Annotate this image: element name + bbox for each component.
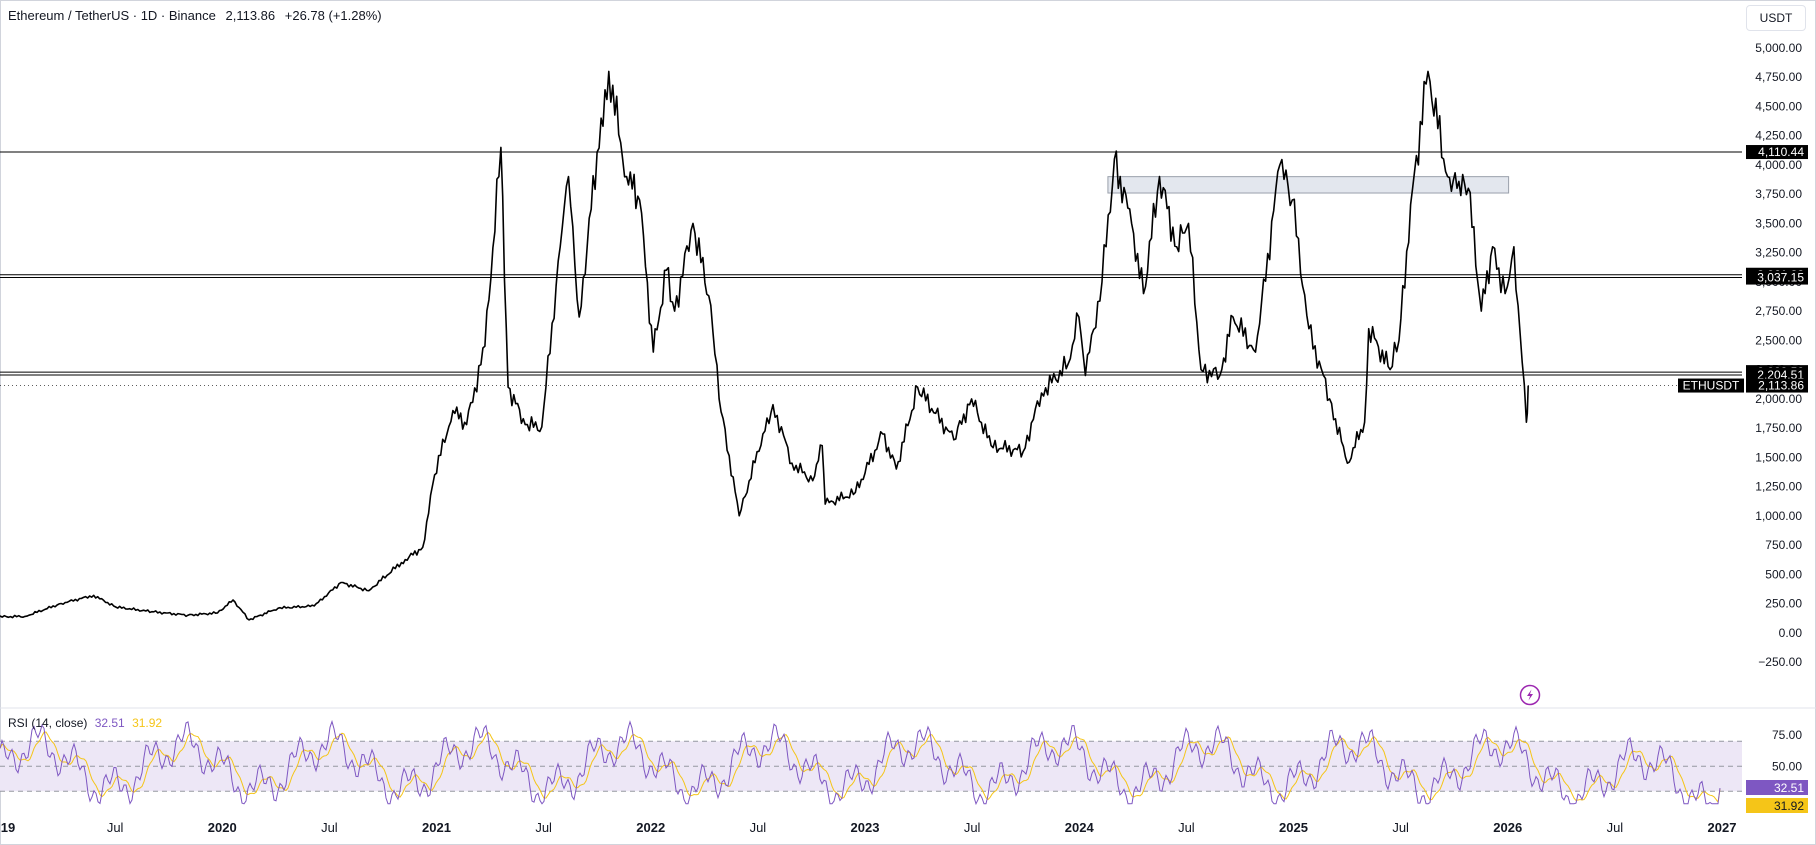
- time-axis-label: 2026: [1493, 820, 1522, 835]
- symbol-title[interactable]: Ethereum / TetherUS · 1D · Binance: [8, 8, 216, 23]
- time-axis-label: Jul: [535, 820, 552, 835]
- time-axis-label: Jul: [1178, 820, 1195, 835]
- y-tick-label: 1,750.00: [1755, 421, 1802, 435]
- time-axis-label: Jul: [964, 820, 981, 835]
- rsi-ma-tag-label: 31.92: [1774, 799, 1804, 813]
- y-tick-label: 1,500.00: [1755, 450, 1802, 464]
- y-tick-label: 4,750.00: [1755, 70, 1802, 84]
- level-price-label: 3,037.15: [1757, 271, 1804, 285]
- y-tick-label: 2,500.00: [1755, 333, 1802, 347]
- y-tick-label: 3,500.00: [1755, 216, 1802, 230]
- time-axis-label: Jul: [750, 820, 767, 835]
- time-axis-label: 2027: [1708, 820, 1737, 835]
- rsi-ma-value: 31.92: [132, 716, 163, 730]
- level-price-label: 2,204.51: [1757, 368, 1804, 382]
- time-axis-label: Jul: [1607, 820, 1624, 835]
- time-axis-label: 2025: [1279, 820, 1308, 835]
- chart-header: Ethereum / TetherUS · 1D · Binance 2,113…: [8, 8, 382, 23]
- time-axis-label: 2024: [1065, 820, 1095, 835]
- time-axis-label: 19: [1, 820, 15, 835]
- y-tick-label: 3,250.00: [1755, 246, 1802, 260]
- lightning-icon[interactable]: [1519, 684, 1541, 706]
- y-tick-label: 2,750.00: [1755, 304, 1802, 318]
- time-axis-label: 2020: [208, 820, 237, 835]
- price-series-line: [0, 70, 1529, 621]
- currency-button[interactable]: USDT: [1746, 5, 1806, 31]
- y-tick-label: −250.00: [1758, 655, 1802, 669]
- rsi-tick-label: 50.00: [1772, 759, 1802, 773]
- rsi-title: RSI (14, close): [8, 716, 88, 730]
- rsi-value-tag-label: 32.51: [1774, 781, 1804, 795]
- y-tick-label: 4,000.00: [1755, 158, 1802, 172]
- rsi-legend[interactable]: RSI (14, close) 32.51 31.92: [8, 716, 162, 730]
- level-price-label: 4,110.44: [1758, 145, 1804, 159]
- y-tick-label: 3,750.00: [1755, 187, 1802, 201]
- y-tick-label: 0.00: [1779, 626, 1803, 640]
- rsi-line: [0, 719, 1721, 806]
- header-price: 2,113.86: [225, 8, 276, 23]
- level-price-tag: [1746, 367, 1808, 382]
- time-axis-label: Jul: [321, 820, 338, 835]
- y-tick-label: 750.00: [1765, 538, 1802, 552]
- last-price-label: 2,113.86: [1758, 379, 1804, 393]
- time-axis-label: Jul: [1392, 820, 1409, 835]
- time-axis-label: 2023: [851, 820, 880, 835]
- y-tick-label: 5,000.00: [1755, 41, 1802, 55]
- y-tick-label: 1,250.00: [1755, 480, 1802, 494]
- y-tick-label: 1,000.00: [1755, 509, 1802, 523]
- resistance-zone: [1107, 176, 1510, 194]
- y-tick-label: 2,000.00: [1755, 392, 1802, 406]
- level-price-tag: [1746, 270, 1808, 285]
- symbol-tag: [1678, 378, 1744, 393]
- rsi-ma-line: [0, 731, 1721, 804]
- symbol-tag-label: ETHUSDT: [1683, 379, 1740, 393]
- time-axis-label: Jul: [107, 820, 124, 835]
- y-tick-label: 250.00: [1765, 597, 1802, 611]
- lightning-icon-bolt: [1527, 689, 1533, 701]
- y-tick-label: 4,250.00: [1755, 129, 1802, 143]
- rsi-value: 32.51: [94, 716, 125, 730]
- header-change: +26.78 (+1.28%): [284, 8, 382, 23]
- rsi-ma-tag: [1746, 798, 1808, 813]
- last-price-tag: [1746, 378, 1808, 393]
- level-price-tag: [1746, 145, 1808, 160]
- rsi-tick-label: 75.00: [1772, 728, 1802, 742]
- time-axis-label: 2022: [636, 820, 665, 835]
- rsi-value-tag: [1746, 780, 1808, 795]
- y-tick-label: 500.00: [1765, 567, 1802, 581]
- y-tick-label: 4,500.00: [1755, 99, 1802, 113]
- time-axis-label: 2021: [422, 820, 451, 835]
